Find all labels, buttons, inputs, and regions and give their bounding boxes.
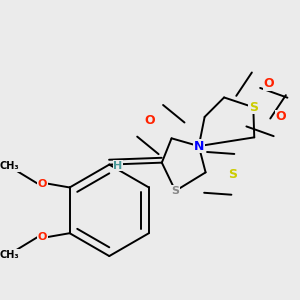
- Text: CH₃: CH₃: [0, 250, 19, 260]
- Text: S: S: [228, 168, 237, 181]
- Text: N: N: [194, 140, 204, 153]
- Text: O: O: [263, 77, 274, 90]
- Text: O: O: [38, 232, 47, 242]
- Text: CH₃: CH₃: [0, 161, 19, 171]
- Text: O: O: [145, 114, 155, 127]
- Text: S: S: [249, 101, 258, 114]
- Text: O: O: [38, 178, 47, 189]
- Text: O: O: [275, 110, 286, 123]
- Text: H: H: [113, 160, 123, 171]
- Text: S: S: [171, 186, 179, 196]
